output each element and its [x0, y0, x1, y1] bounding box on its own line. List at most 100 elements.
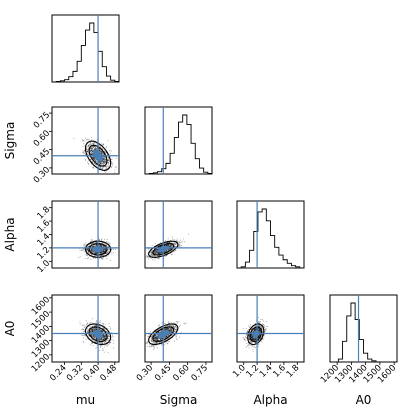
sample-point: [146, 340, 149, 342]
sample-point: [91, 245, 93, 247]
sample-point: [156, 347, 158, 349]
sample-point: [95, 252, 97, 254]
sample-point: [262, 324, 264, 326]
sample-point: [102, 347, 104, 349]
sample-point: [103, 159, 105, 161]
sample-point: [103, 157, 105, 159]
sample-point: [104, 156, 106, 158]
sample-point: [176, 321, 178, 323]
sample-point: [82, 140, 84, 142]
sample-point: [101, 163, 103, 165]
sample-point: [100, 338, 102, 340]
sample-point: [91, 248, 93, 250]
sample-point: [112, 252, 114, 254]
sample-point: [99, 245, 101, 247]
sample-point: [109, 152, 111, 154]
sample-point: [94, 252, 96, 254]
sample-point: [95, 160, 97, 162]
sample-point: [175, 249, 177, 252]
sample-point: [108, 160, 110, 162]
sample-point: [103, 143, 105, 145]
sample-point: [85, 253, 87, 255]
sample-point: [94, 148, 96, 150]
sample-point: [179, 324, 181, 326]
sample-point: [104, 161, 106, 163]
sample-point: [90, 249, 92, 251]
sample-point: [93, 245, 95, 247]
sample-point: [246, 342, 248, 345]
sample-point: [107, 157, 110, 159]
sample-point: [83, 334, 85, 336]
sample-point: [88, 145, 90, 147]
sample-point: [261, 323, 263, 325]
sample-point: [104, 161, 106, 163]
sample-point: [104, 160, 106, 162]
histogram-A0: [330, 302, 397, 363]
sample-point: [87, 252, 90, 254]
sample-point: [90, 149, 92, 151]
sample-point: [105, 151, 107, 153]
sample-point: [87, 249, 89, 252]
sample-point: [245, 327, 247, 329]
sample-point: [102, 143, 105, 145]
sample-point: [260, 318, 262, 320]
sample-point: [89, 344, 91, 346]
sample-point: [152, 255, 154, 257]
sample-point: [83, 341, 85, 343]
sample-point: [83, 244, 85, 246]
sample-point: [90, 150, 92, 152]
sample-point: [103, 250, 105, 252]
sample-point: [103, 335, 105, 337]
sample-point: [100, 149, 102, 151]
joint-panel-mu-A0: [51, 294, 120, 363]
sample-point: [95, 164, 98, 166]
sample-point: [91, 246, 93, 248]
sample-point: [167, 341, 169, 343]
sample-point: [105, 158, 107, 160]
sample-point: [111, 248, 113, 250]
sample-point: [91, 148, 93, 150]
sample-point: [102, 250, 104, 252]
sample-point: [178, 245, 180, 247]
sample-point: [102, 349, 104, 351]
sample-point: [115, 166, 117, 168]
sample-point: [106, 241, 108, 243]
sample-point: [102, 337, 104, 339]
sample-point: [107, 156, 109, 158]
sample-point: [101, 151, 103, 153]
truth-marker: [96, 245, 101, 250]
sample-point: [86, 255, 89, 257]
sample-point: [83, 153, 85, 155]
sample-point: [173, 340, 176, 342]
sample-point: [262, 320, 265, 322]
sample-point: [82, 331, 84, 333]
sample-point: [90, 154, 92, 156]
sample-point: [108, 158, 110, 160]
sample-point: [86, 150, 88, 152]
sample-point: [86, 146, 88, 148]
sample-point: [93, 158, 95, 160]
sample-point: [100, 251, 102, 253]
sample-point: [89, 150, 91, 152]
sample-point: [101, 152, 103, 154]
sample-point: [148, 334, 150, 336]
sample-point: [90, 154, 93, 156]
sample-point: [104, 162, 106, 164]
sample-point: [103, 161, 105, 163]
truth-marker: [161, 331, 166, 336]
sample-point: [154, 259, 156, 261]
joint-panel-Sigma-Alpha: [144, 200, 213, 269]
sample-point: [87, 250, 90, 252]
sample-point: [90, 243, 92, 245]
sample-point: [108, 162, 110, 164]
sample-point: [249, 325, 251, 327]
sample-point: [104, 248, 106, 250]
sample-point: [87, 138, 89, 140]
sample-point: [146, 342, 148, 344]
sample-point: [92, 157, 94, 159]
sample-point: [89, 143, 91, 145]
sample-point: [101, 167, 103, 169]
sample-point: [91, 328, 93, 330]
sample-point: [100, 151, 102, 153]
sample-point: [144, 349, 146, 351]
